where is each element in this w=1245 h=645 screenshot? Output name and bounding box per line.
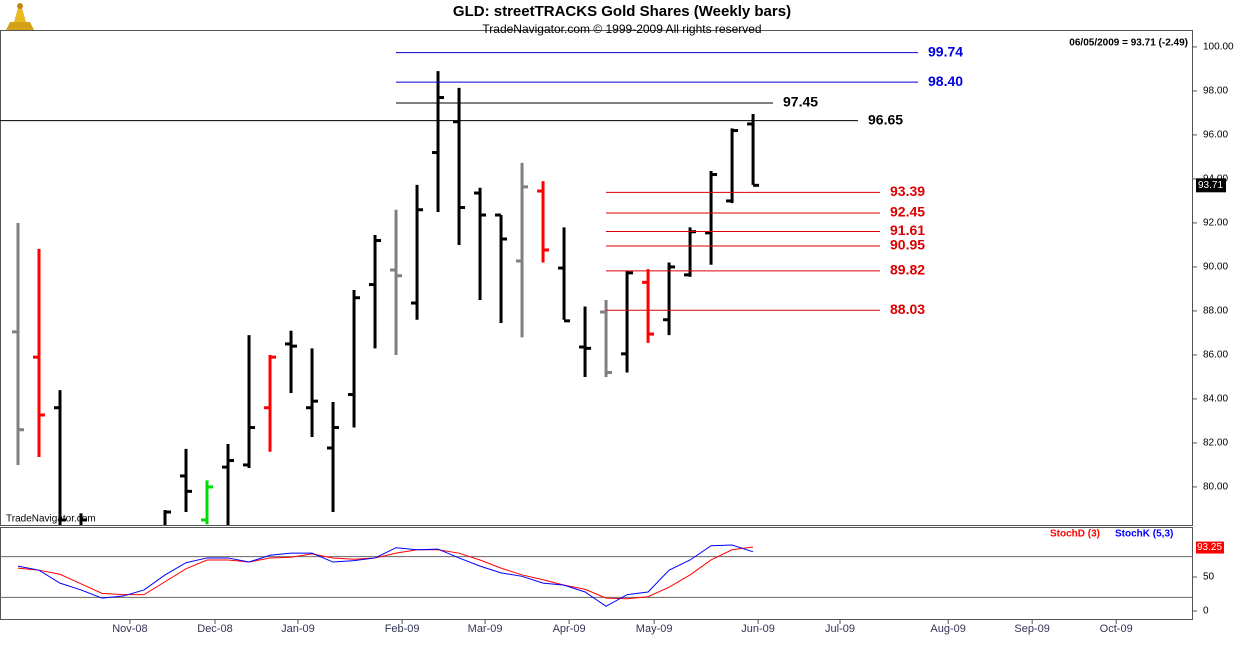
y-tick-label: 92.00	[1203, 218, 1228, 229]
stoch-line	[17, 546, 754, 600]
y-tick-label: 100.00	[1203, 42, 1234, 53]
chart-subtitle: TradeNavigator.com © 1999-2009 All right…	[482, 22, 761, 36]
stoch-line	[17, 544, 754, 607]
level-label: 97.45	[783, 94, 818, 110]
status-label: 06/05/2009 = 93.71 (-2.49)	[1069, 38, 1188, 49]
x-tick-label: Jan-09	[281, 623, 315, 635]
level-label: 96.65	[868, 111, 903, 127]
level-label: 89.82	[890, 262, 925, 278]
legend-label: StochD (3)	[1050, 529, 1100, 540]
logo	[6, 3, 34, 30]
level-label: 92.45	[890, 204, 925, 220]
main-panel	[0, 30, 1193, 526]
x-tick-label: Nov-08	[112, 623, 147, 635]
y-tick-label: 88.00	[1203, 306, 1228, 317]
stoch-lines	[17, 544, 754, 607]
last-price-box	[1196, 178, 1226, 193]
y-tick-label: 82.00	[1203, 438, 1228, 449]
level-label: 91.61	[890, 222, 925, 238]
level-label: 98.40	[928, 73, 963, 89]
x-tick-label: Oct-09	[1100, 623, 1133, 635]
legend-label: StochK (5,3)	[1115, 529, 1173, 540]
y-tick-label: 80.00	[1203, 482, 1228, 493]
x-tick-label: Feb-09	[385, 623, 420, 635]
x-tick-label: Jul-09	[825, 623, 855, 635]
y-tick-label: 0	[1203, 606, 1209, 617]
price-bars	[11, 71, 760, 525]
last-value-label: 93.25	[1197, 542, 1222, 553]
y-tick-label: 96.00	[1203, 130, 1228, 141]
y-tick-label: 98.00	[1203, 86, 1228, 97]
x-tick-label: May-09	[636, 623, 673, 635]
x-tick-label: Dec-08	[197, 623, 232, 635]
level-label: 88.03	[890, 301, 925, 317]
last-value-box	[1196, 541, 1224, 554]
x-tick-label: Jun-09	[741, 623, 775, 635]
x-tick-label: Sep-09	[1014, 623, 1049, 635]
y-tick-label: 90.00	[1203, 262, 1228, 273]
last-price-label: 93.71	[1198, 180, 1223, 191]
watermark: TradeNavigator.com	[6, 514, 96, 525]
x-tick-label: Aug-09	[930, 623, 965, 635]
x-tick-label: Apr-09	[553, 623, 586, 635]
level-label: 99.74	[928, 43, 963, 59]
chart-title: GLD: streetTRACKS Gold Shares (Weekly ba…	[453, 3, 791, 20]
level-label: 90.95	[890, 237, 925, 253]
level-label: 93.39	[890, 183, 925, 199]
x-tick-label: Mar-09	[468, 623, 503, 635]
y-tick-label: 50	[1203, 572, 1215, 583]
y-tick-label: 84.00	[1203, 394, 1228, 405]
y-tick-label: 86.00	[1203, 350, 1228, 361]
stoch-panel	[0, 527, 1193, 620]
